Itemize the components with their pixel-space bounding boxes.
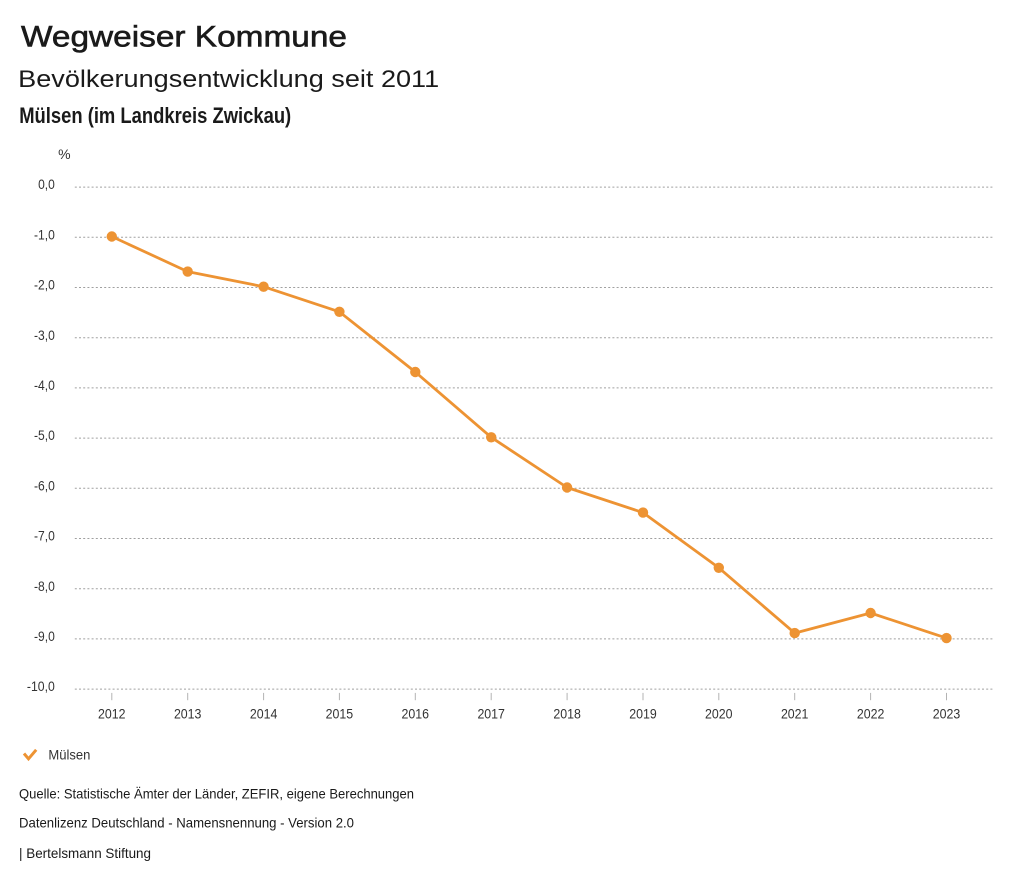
svg-text:2014: 2014 xyxy=(250,706,278,722)
svg-text:2020: 2020 xyxy=(705,706,733,722)
svg-text:-1,0: -1,0 xyxy=(34,226,55,242)
svg-text:2016: 2016 xyxy=(402,706,430,722)
svg-text:2023: 2023 xyxy=(933,706,961,722)
svg-text:-10,0: -10,0 xyxy=(27,678,55,694)
svg-text:Datenlizenz Deutschland - Name: Datenlizenz Deutschland - Namensnennung … xyxy=(19,815,354,831)
svg-text:Bevölkerungsentwicklung seit 2: Bevölkerungsentwicklung seit 2011 xyxy=(18,66,439,93)
svg-text:-6,0: -6,0 xyxy=(34,477,55,493)
svg-text:2012: 2012 xyxy=(98,706,126,722)
svg-text:-7,0: -7,0 xyxy=(34,528,55,544)
svg-text:-4,0: -4,0 xyxy=(34,377,55,393)
svg-text:-3,0: -3,0 xyxy=(34,327,55,343)
svg-text:2018: 2018 xyxy=(553,706,581,722)
svg-text:Mülsen (im Landkreis Zwickau): Mülsen (im Landkreis Zwickau) xyxy=(19,103,291,128)
svg-text:-5,0: -5,0 xyxy=(34,427,55,443)
svg-text:Mülsen: Mülsen xyxy=(48,747,90,763)
svg-text:2021: 2021 xyxy=(781,706,809,722)
svg-text:2013: 2013 xyxy=(174,706,202,722)
svg-text:Wegweiser Kommune: Wegweiser Kommune xyxy=(21,20,347,53)
svg-text:-9,0: -9,0 xyxy=(34,628,55,644)
svg-text:Quelle: Statistische Ämter der: Quelle: Statistische Ämter der Länder, Z… xyxy=(19,786,414,802)
svg-text:2015: 2015 xyxy=(326,706,354,722)
svg-text:-8,0: -8,0 xyxy=(34,578,55,594)
svg-text:0,0: 0,0 xyxy=(38,176,55,192)
svg-text:-2,0: -2,0 xyxy=(34,277,55,293)
svg-text:%: % xyxy=(58,146,70,162)
svg-text:| Bertelsmann Stiftung: | Bertelsmann Stiftung xyxy=(19,845,151,861)
svg-text:2017: 2017 xyxy=(477,706,505,722)
svg-text:2019: 2019 xyxy=(629,706,657,722)
svg-text:2022: 2022 xyxy=(857,706,885,722)
